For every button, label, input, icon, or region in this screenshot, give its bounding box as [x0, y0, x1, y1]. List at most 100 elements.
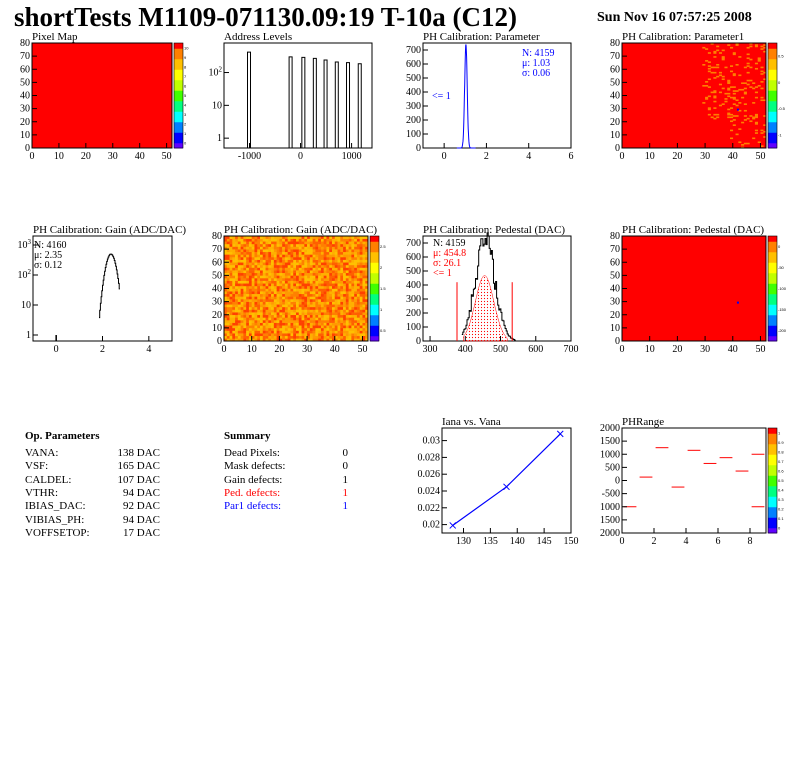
- heatmap-cell: [254, 254, 258, 258]
- heatmap-cell: [365, 275, 369, 279]
- heatmap-cell: [251, 293, 255, 297]
- heatmap-cell: [232, 296, 236, 300]
- heatmap-cell: [705, 81, 709, 83]
- heatmap-cell: [260, 278, 264, 281]
- z-scale-cell: [768, 103, 777, 107]
- heatmap-cell: [273, 243, 277, 247]
- heatmap-cell: [287, 243, 291, 247]
- heatmap-cell: [232, 236, 236, 239]
- heatmap-cell: [304, 317, 308, 321]
- heatmap-cell: [329, 325, 333, 329]
- heatmap-cell: [741, 82, 745, 84]
- heatmap-cell: [257, 246, 261, 250]
- heatmap-cell: [271, 262, 275, 266]
- heatmap-cell: [354, 259, 358, 263]
- heatmap-cell: [290, 293, 294, 297]
- heatmap-cell: [320, 241, 324, 245]
- heatmap-cell: [320, 264, 324, 268]
- heatmap-cell: [287, 283, 291, 287]
- heatmap-cell: [356, 322, 360, 326]
- heatmap-cell: [315, 275, 319, 279]
- heatmap-cell: [318, 283, 322, 287]
- heatmap-cell: [354, 296, 358, 300]
- heatmap-cell: [232, 275, 236, 279]
- z-scale-cell: [174, 100, 183, 104]
- heatmap-cell: [332, 257, 336, 260]
- heatmap-cell: [287, 317, 291, 321]
- heatmap-cell: [257, 251, 261, 255]
- heatmap-cell: [284, 280, 288, 284]
- heatmap-cell: [301, 322, 305, 326]
- heatmap-cell: [365, 243, 369, 247]
- heatmap-cell: [743, 119, 747, 121]
- heatmap-cell: [323, 257, 327, 260]
- heatmap-cell: [232, 243, 236, 247]
- heatmap-cell: [354, 278, 358, 281]
- y-tick-label: 0.028: [418, 452, 441, 463]
- heatmap-cell: [226, 241, 230, 245]
- heatmap-cell: [287, 249, 291, 253]
- heatmap-cell: [340, 293, 344, 297]
- heatmap-cell: [260, 246, 264, 250]
- heatmap-cell: [273, 335, 277, 339]
- heatmap-cell: [262, 301, 266, 305]
- heatmap-cell: [284, 291, 288, 295]
- x-tick-label: 300: [423, 344, 438, 355]
- heatmap-cell: [254, 296, 258, 300]
- heatmap-cell: [248, 314, 252, 318]
- heatmap-cell: [265, 267, 269, 271]
- heatmap-cell: [268, 259, 272, 263]
- heatmap-cell: [248, 251, 252, 255]
- heatmap-cell: [365, 330, 369, 334]
- heatmap-cell: [235, 338, 239, 342]
- heatmap-cell: [282, 283, 286, 287]
- heatmap-cell: [229, 270, 233, 274]
- op-parameter-name: VTHR:: [25, 486, 58, 499]
- z-scale-cell: [768, 491, 777, 495]
- z-scale-cell: [174, 103, 183, 107]
- heatmap-cell: [232, 291, 236, 295]
- heatmap-cell: [332, 283, 336, 287]
- heatmap-cell: [332, 238, 336, 242]
- heatmap-cell: [276, 270, 280, 274]
- z-scale-cell: [370, 278, 379, 282]
- heatmap-cell: [312, 285, 316, 289]
- heatmap-cell: [743, 115, 747, 117]
- heatmap-cell: [351, 312, 355, 316]
- x-tick-label: 135: [483, 536, 498, 547]
- heatmap-cell: [318, 243, 322, 247]
- op-parameter-name: VANA:: [25, 447, 59, 459]
- heatmap-cell: [293, 254, 297, 258]
- summary-row: Par1 defects: 1: [224, 500, 348, 512]
- heatmap-cell: [312, 309, 316, 313]
- level-peak: [312, 57, 317, 148]
- heatmap-cell: [298, 293, 302, 297]
- heatmap-cell: [298, 249, 302, 253]
- heatmap-cell: [348, 251, 352, 255]
- heatmap-cell: [754, 45, 758, 48]
- plot-frame: [223, 42, 373, 149]
- heatmap-cell: [282, 254, 286, 258]
- heatmap-cell: [738, 128, 742, 130]
- z-scale-cell: [768, 145, 777, 149]
- heatmap-cell: [334, 322, 338, 326]
- y-tick-label: 80: [610, 38, 620, 49]
- z-tick-label: 2: [184, 122, 187, 127]
- heatmap-cell: [268, 270, 272, 274]
- heatmap-cell: [271, 301, 275, 305]
- heatmap-cell: [343, 267, 347, 271]
- heatmap-cell: [307, 278, 311, 281]
- heatmap-cell: [268, 254, 272, 258]
- heatmap-cell: [345, 301, 349, 305]
- heatmap-cell: [348, 238, 352, 242]
- heatmap-cell: [298, 309, 302, 313]
- heatmap-cell: [334, 241, 338, 245]
- heatmap-cell: [713, 96, 717, 99]
- heatmap-cell: [232, 314, 236, 318]
- heatmap-cell: [356, 304, 360, 308]
- z-scale-cell: [174, 66, 183, 70]
- heatmap-cell: [293, 270, 297, 274]
- z-tick-label: 6: [184, 83, 187, 88]
- data-point: [449, 522, 457, 529]
- heatmap-cell: [318, 335, 322, 339]
